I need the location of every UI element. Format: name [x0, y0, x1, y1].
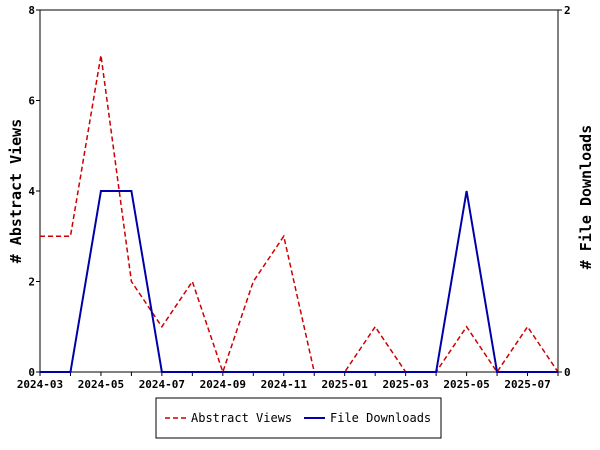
y-right-tick-label: 0 [564, 366, 571, 379]
y-left-tick-label: 4 [28, 185, 35, 198]
y-right-axis: 02 [558, 4, 571, 379]
y-left-axis: 0 2 4 6 8 [28, 4, 40, 379]
x-tick-label: 2024-07 [139, 378, 185, 391]
y-left-axis-label: # Abstract Views [7, 119, 25, 264]
x-tick-label: 2024-11 [261, 378, 308, 391]
legend-label-abstract-views: Abstract Views [191, 411, 292, 425]
y-right-tick-label: 2 [564, 4, 571, 17]
x-tick-label: 2025-03 [382, 378, 428, 391]
y-left-tick-label: 6 [28, 95, 35, 108]
series-line-abstract-views [40, 55, 559, 375]
x-axis: 2024-03 2024-05 2024-07 2024-09 2024-11 2025-… [17, 372, 559, 391]
x-tick-label: 2024-09 [200, 378, 246, 391]
y-left-tick-label: 2 [28, 276, 35, 289]
x-tick-label: 2025-07 [504, 378, 550, 391]
legend-label-file-downloads: File Downloads [330, 411, 431, 425]
series-layer [40, 55, 559, 375]
legend: Abstract Views File Downloads [155, 397, 442, 439]
series-line-file-downloads [40, 190, 558, 373]
y-left-tick-label: 8 [28, 4, 35, 17]
x-tick-label: 2025-05 [443, 378, 489, 391]
x-tick-label: 2024-05 [78, 378, 124, 391]
x-tick-label: 2024-03 [17, 378, 63, 391]
x-tick-label: 2025-01 [322, 378, 369, 391]
legend-box [155, 397, 442, 439]
y-right-axis-label: # File Downloads [577, 125, 595, 270]
y-left-tick-label: 0 [28, 366, 35, 379]
